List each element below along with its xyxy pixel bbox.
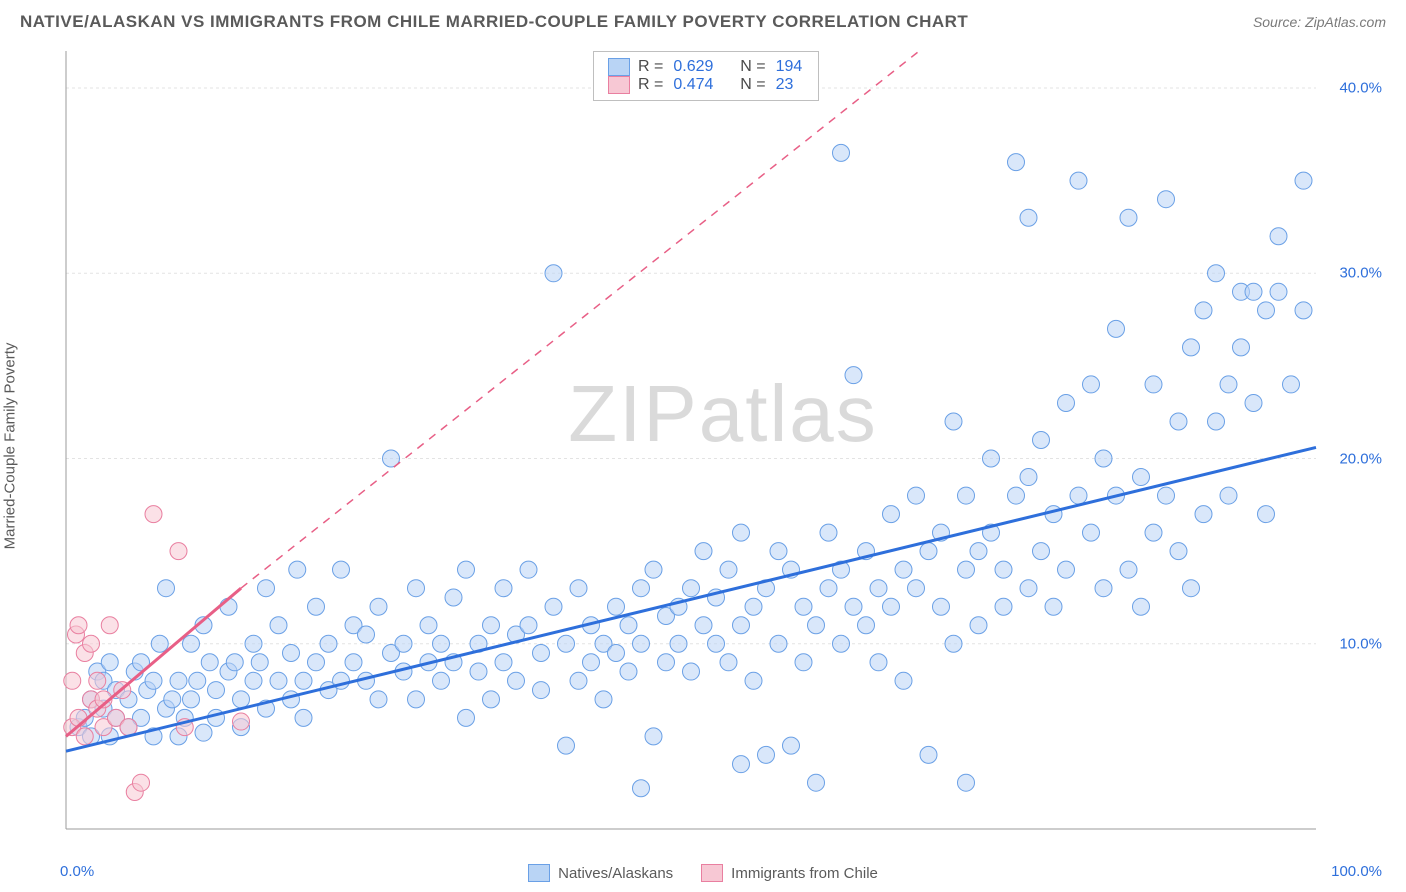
bottom-legend: Natives/Alaskans Immigrants from Chile <box>0 864 1406 882</box>
y-tick-label: 10.0% <box>1339 635 1382 652</box>
y-tick-label: 40.0% <box>1339 80 1382 97</box>
legend-item-b: Immigrants from Chile <box>701 864 878 882</box>
y-tick-label: 20.0% <box>1339 450 1382 467</box>
stats-row-a: R =0.629 N =194 <box>608 58 804 76</box>
legend-label-b: Immigrants from Chile <box>731 865 878 882</box>
scatter-plot-svg <box>60 45 1386 847</box>
swatch-series-b-icon <box>701 864 723 882</box>
stats-row-b: R =0.474 N = 23 <box>608 76 804 94</box>
swatch-series-b-icon <box>608 76 630 94</box>
y-tick-label: 30.0% <box>1339 265 1382 282</box>
source-label: Source: ZipAtlas.com <box>1253 14 1386 30</box>
legend-label-a: Natives/Alaskans <box>558 865 673 882</box>
swatch-series-a-icon <box>528 864 550 882</box>
plot-area: ZIPatlas R =0.629 N =194 R =0.474 N = 23… <box>60 45 1386 847</box>
correlation-stats-box: R =0.629 N =194 R =0.474 N = 23 <box>593 51 819 101</box>
legend-item-a: Natives/Alaskans <box>528 864 673 882</box>
swatch-series-a-icon <box>608 58 630 76</box>
y-axis-label: Married-Couple Family Poverty <box>2 343 19 550</box>
chart-title: NATIVE/ALASKAN VS IMMIGRANTS FROM CHILE … <box>20 12 968 32</box>
